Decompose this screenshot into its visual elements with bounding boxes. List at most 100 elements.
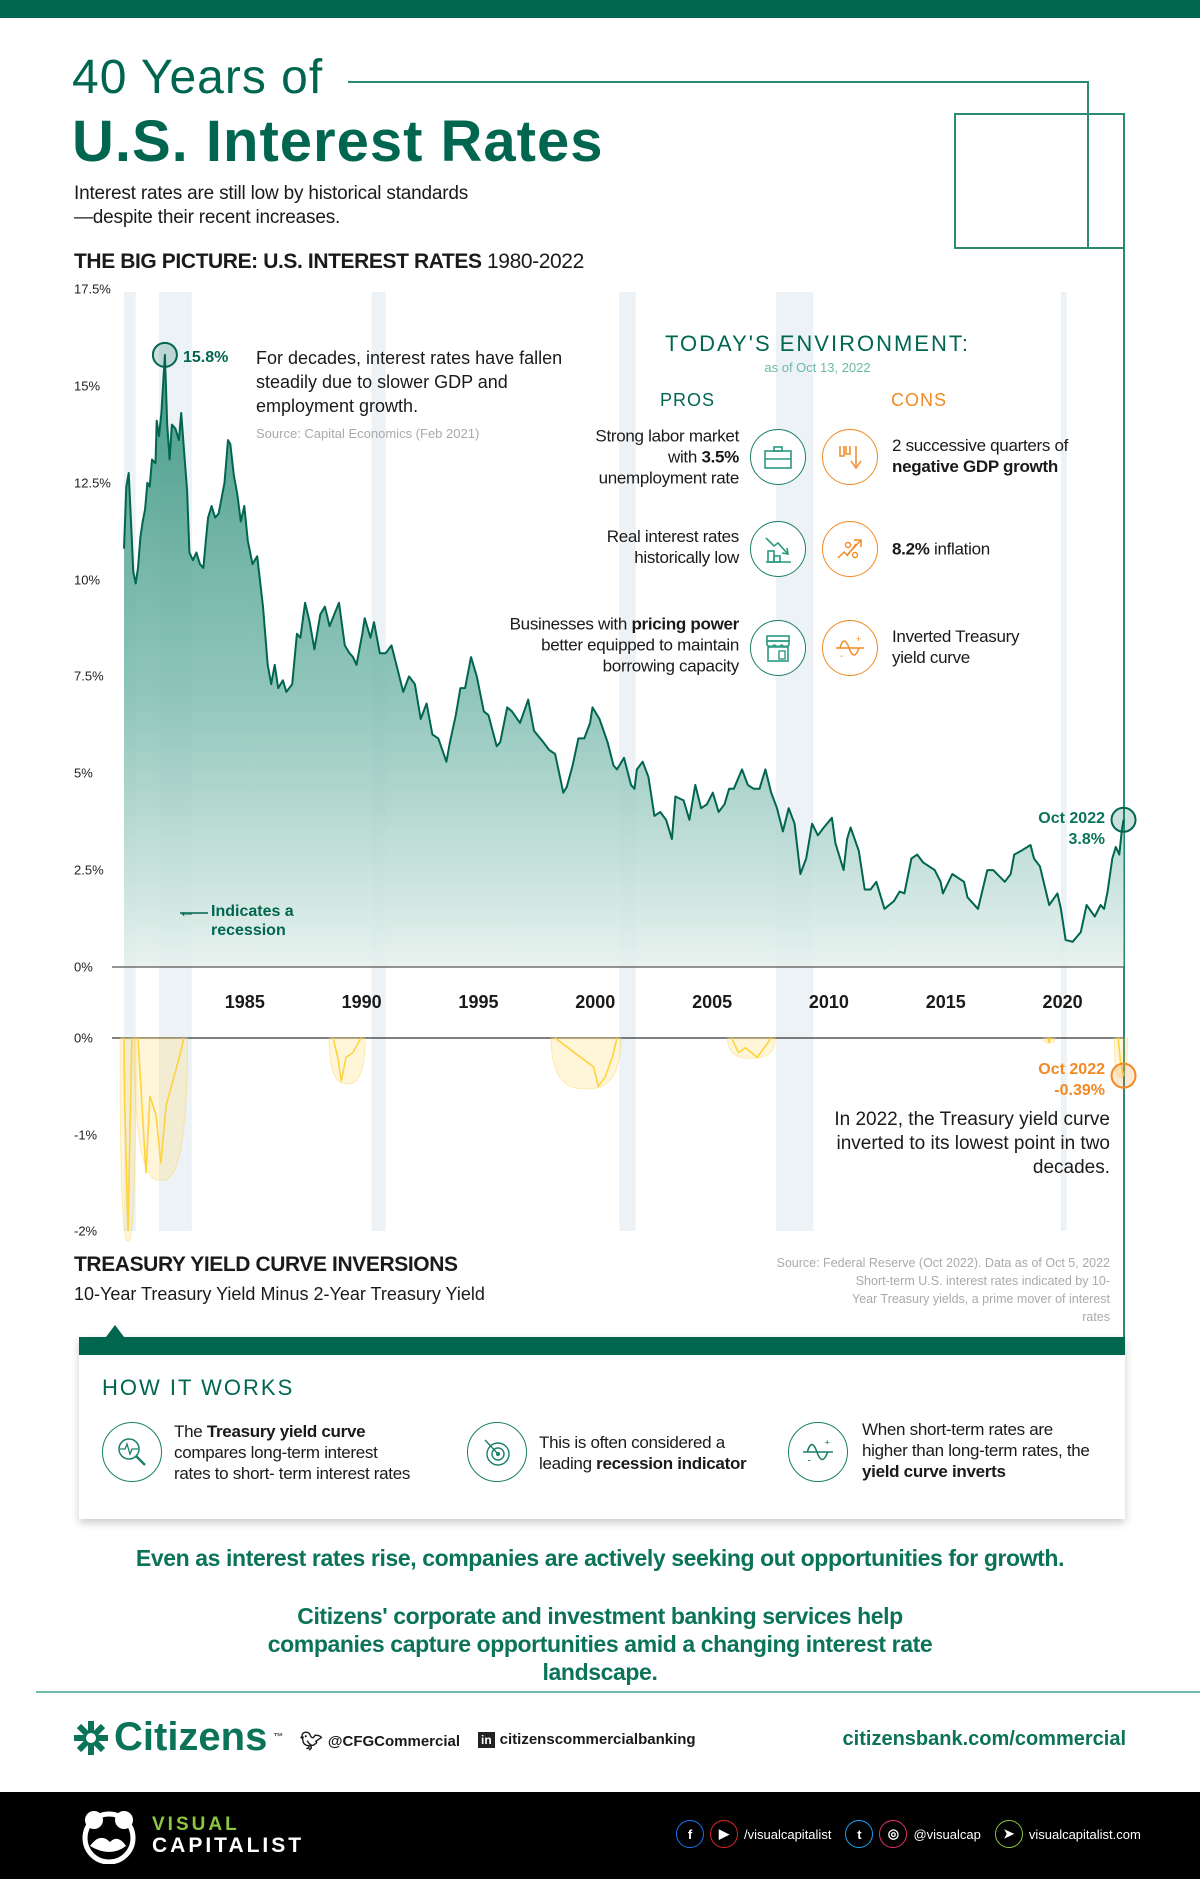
y-tick-label: 7.5% [74, 668, 104, 684]
trademark: ™ [273, 1732, 284, 1743]
title-line-1: 40 Years of [72, 51, 324, 104]
twitter-link[interactable]: 🐦︎ @CFGCommercial [300, 1731, 460, 1752]
x-tick-label: 2020 [1042, 992, 1083, 1012]
citizens-logo[interactable]: Citizens ™ [74, 1715, 283, 1760]
logo-text-visual: VISUAL [152, 1814, 240, 1835]
arrow-left-icon: ← [178, 901, 196, 921]
youtube-icon[interactable]: ▶ [710, 1820, 738, 1848]
decorative-line [1087, 81, 1089, 249]
con-text: Inverted Treasury yield curve [892, 627, 1020, 667]
environment-date: as of Oct 13, 2022 [764, 360, 871, 375]
y-tick-label: 5% [74, 765, 93, 781]
social-handle[interactable]: @visualcap [913, 1826, 981, 1842]
recession-band [619, 292, 636, 1231]
how-text: This is often considered a leading [539, 1433, 725, 1473]
chart-note-source: Source: Capital Economics (Feb 2021) [256, 426, 480, 441]
twitter-handle: @CFGCommercial [327, 1733, 461, 1750]
visual-capitalist-logo[interactable]: VISUAL CAPITALIST [74, 1808, 304, 1864]
how-item: When short-term rates are higher than lo… [862, 1419, 1102, 1482]
storefront-icon [750, 620, 806, 676]
source-line: Source: Federal Reserve (Oct 2022). Data… [776, 1256, 1111, 1270]
pro-text: better equipped to maintain borrowing ca… [541, 635, 739, 676]
con-text: 2 successive quarters of [892, 436, 1069, 455]
y-tick-label-lower: -2% [74, 1223, 98, 1239]
how-item: This is often considered a leading reces… [539, 1432, 769, 1474]
how-it-works-heading: HOW IT WORKS [102, 1375, 295, 1400]
latest-rate-marker [1110, 806, 1137, 833]
peak-marker [151, 341, 178, 368]
twitter-icon[interactable]: t [845, 1820, 874, 1848]
cta-line-1: Even as interest rates rise, companies a… [135, 1545, 1065, 1571]
twitter-icon: 🐦︎ [300, 1731, 323, 1751]
x-tick-label: 1990 [341, 992, 382, 1012]
pro-item: Strong labor market with 3.5% unemployme… [579, 426, 739, 489]
how-it-works-card: HOW IT WORKS The Treasury yield curve co… [79, 1337, 1125, 1519]
citizens-url-link[interactable]: citizensbank.com/commercial [842, 1728, 1126, 1750]
instagram-icon[interactable]: ◎ [879, 1820, 908, 1848]
inversion-line [554, 1037, 618, 1089]
social-links: f ▶ /visualcapitalist t ◎ @visualcap ➤ v… [676, 1820, 1141, 1848]
inversion-line [1117, 1037, 1125, 1076]
chart-down-icon [750, 521, 806, 577]
how-text: The [174, 1422, 207, 1441]
svg-text:+: + [824, 1438, 830, 1449]
linkedin-link[interactable]: in citizenscommercialbanking [478, 1731, 696, 1748]
latest-rate-value: 3.8% [1068, 831, 1105, 848]
percent-up-icon [822, 521, 878, 577]
inverted-curve-icon: + - [822, 620, 878, 676]
citizens-emblem-icon [74, 1720, 108, 1755]
site-link[interactable]: visualcapitalist.com [1028, 1826, 1141, 1842]
con-item: 2 successive quarters of negative GDP gr… [892, 435, 1107, 477]
inversions-subtitle: 10-Year Treasury Yield Minus 2-Year Trea… [74, 1284, 485, 1304]
inversion-line [730, 1037, 772, 1059]
chart-title-years: 1980-2022 [487, 250, 584, 273]
pro-item: Businesses with pricing power better equ… [499, 614, 740, 677]
inversion-bubble [726, 1037, 776, 1059]
target-icon [467, 1422, 527, 1482]
chart-note: For decades, interest rates have fallen … [256, 348, 563, 416]
x-tick-label: 1985 [224, 992, 265, 1012]
con-item: 8.2% inflation [892, 539, 1107, 560]
y-tick-label: 0% [74, 959, 93, 975]
y-tick-label: 12.5% [74, 475, 111, 491]
decorative-line [1123, 113, 1125, 1341]
pro-text: unemployment rate [598, 468, 740, 488]
citizens-wordmark: Citizens [114, 1715, 268, 1759]
svg-text:-: - [840, 651, 843, 662]
logo-text-capitalist: CAPITALIST [152, 1834, 305, 1857]
chart-title-main: THE BIG PICTURE: U.S. INTEREST RATES [74, 250, 482, 273]
con-text-bold: 8.2% [892, 539, 930, 559]
y-tick-label: 10% [74, 572, 101, 588]
top-bar [0, 0, 1200, 18]
svg-text:+: + [856, 634, 861, 644]
how-text-bold: Treasury yield curve [206, 1422, 366, 1441]
pro-text-bold: 3.5% [701, 447, 739, 467]
briefcase-icon [750, 429, 806, 485]
pro-item: Real interest rates historically low [589, 526, 740, 568]
pros-heading: PROS [660, 390, 716, 410]
inversion-line [332, 1037, 362, 1082]
x-tick-label: 2005 [692, 992, 733, 1012]
how-text: When short-term rates are higher than lo… [862, 1420, 1090, 1460]
interest-rate-chart [112, 292, 1137, 1242]
x-tick-label: 2015 [925, 992, 966, 1012]
facebook-icon[interactable]: f [676, 1820, 704, 1848]
rate-area [124, 354, 1124, 967]
pro-text: Real interest rates historically low [606, 527, 740, 567]
decorative-frame [954, 113, 1125, 249]
gdp-down-icon [822, 429, 878, 485]
con-text: inflation [929, 539, 990, 559]
x-tick-label: 1995 [458, 992, 499, 1012]
social-handle[interactable]: /visualcapitalist [744, 1826, 832, 1842]
con-text-bold: negative GDP growth [892, 457, 1058, 476]
inversions-title: TREASURY YIELD CURVE INVERSIONS [74, 1253, 458, 1276]
cursor-icon[interactable]: ➤ [994, 1820, 1023, 1848]
how-text-bold: recession indicator [596, 1454, 747, 1473]
x-tick-label: 2010 [808, 992, 849, 1012]
chart-source: Source: Federal Reserve (Oct 2022). Data… [730, 1254, 1111, 1326]
decorative-line [348, 81, 1089, 83]
latest-spread-marker [1110, 1062, 1137, 1089]
inversion-bubble [328, 1037, 366, 1085]
y-tick-label: 17.5% [74, 281, 111, 297]
divider [36, 1691, 1200, 1693]
